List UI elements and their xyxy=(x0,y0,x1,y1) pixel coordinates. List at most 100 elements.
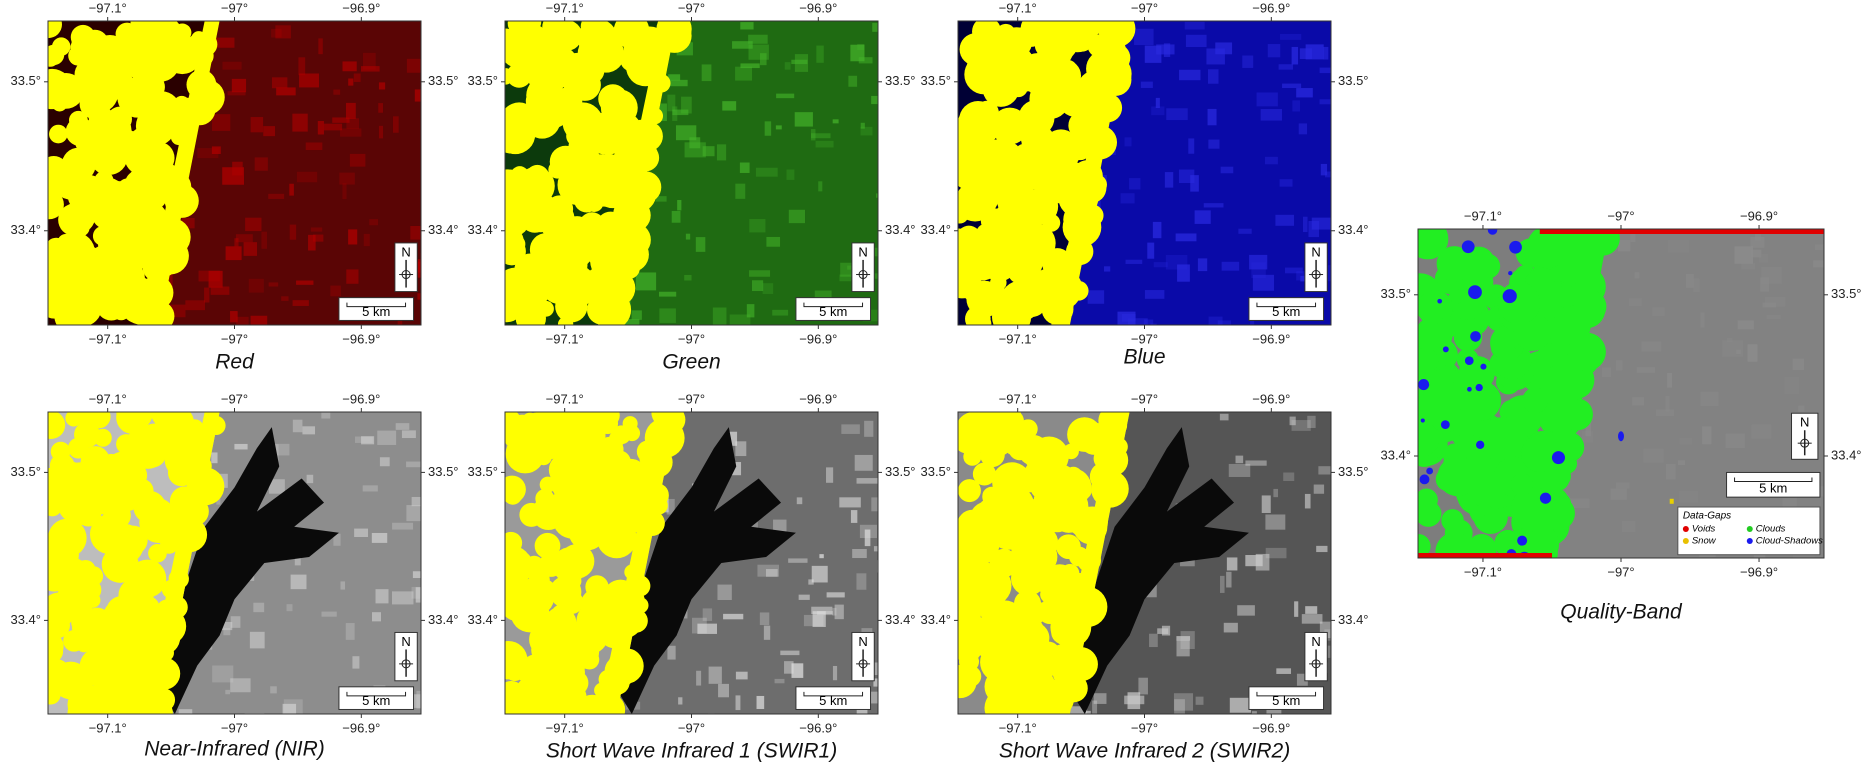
shadow-blob xyxy=(1441,420,1450,429)
legend-label: Clouds xyxy=(1756,524,1786,535)
texture xyxy=(749,270,770,277)
cloud-blob xyxy=(512,167,530,185)
texture xyxy=(1820,486,1831,496)
texture xyxy=(380,457,390,466)
texture xyxy=(1283,473,1294,481)
texture xyxy=(376,589,389,603)
texture xyxy=(1251,262,1265,278)
texture xyxy=(839,497,861,507)
figure: −97.1° −97.1° −97° −97° −96.9° −96.9° 33.5° 33.… xyxy=(0,0,1868,765)
lat-label-left: 33.4° xyxy=(10,612,41,627)
cloud-blob xyxy=(1020,602,1044,626)
cloud-blob xyxy=(47,534,74,561)
texture xyxy=(299,74,319,88)
texture xyxy=(1088,290,1104,304)
texture xyxy=(851,510,857,523)
texture xyxy=(1320,68,1341,73)
lon-label-bottom: −97.1° xyxy=(546,720,584,735)
texture xyxy=(322,612,337,617)
lat-label-right: 33.5° xyxy=(428,464,459,479)
texture xyxy=(826,467,833,482)
texture xyxy=(1292,47,1298,65)
lat-label-right: 33.5° xyxy=(1338,73,1369,88)
texture xyxy=(222,167,244,185)
lon-label-top: −97.1° xyxy=(999,391,1037,406)
texture xyxy=(1734,246,1753,264)
texture xyxy=(1736,350,1741,355)
shadow-blob xyxy=(1462,240,1475,253)
texture xyxy=(1748,344,1758,362)
texture xyxy=(756,168,778,177)
texture xyxy=(1643,449,1663,463)
texture xyxy=(1785,377,1799,394)
texture xyxy=(1224,623,1238,633)
texture xyxy=(861,123,865,129)
cloud-blob xyxy=(1511,473,1533,495)
lon-label-bottom: −97° xyxy=(221,720,248,735)
shadow-blob xyxy=(1509,241,1522,254)
texture xyxy=(735,67,752,81)
texture xyxy=(1236,456,1244,464)
texture xyxy=(290,225,296,240)
texture xyxy=(392,591,413,604)
texture xyxy=(816,46,823,63)
texture xyxy=(1266,548,1287,558)
texture xyxy=(696,671,701,686)
panel-title: Green xyxy=(662,351,720,374)
texture xyxy=(1195,210,1211,224)
texture xyxy=(1292,100,1300,111)
cloud-blob xyxy=(88,185,111,208)
cloud-blob xyxy=(94,429,112,447)
texture xyxy=(797,497,802,504)
legend-label: Voids xyxy=(1692,524,1716,535)
cloud-blob xyxy=(569,69,601,101)
texture xyxy=(763,283,774,294)
texture xyxy=(1323,47,1328,60)
texture xyxy=(766,569,778,577)
cloud-blob xyxy=(555,231,593,269)
texture xyxy=(752,280,763,291)
texture xyxy=(1166,108,1187,120)
texture xyxy=(818,181,822,191)
texture xyxy=(1237,605,1255,615)
texture xyxy=(263,126,275,136)
texture xyxy=(292,114,307,132)
texture xyxy=(1166,255,1188,270)
scale-label: 5 km xyxy=(819,693,847,708)
lat-label-left: 33.4° xyxy=(920,222,951,237)
texture xyxy=(827,592,845,597)
texture xyxy=(416,691,434,709)
texture xyxy=(185,300,205,310)
texture xyxy=(1765,297,1786,307)
texture xyxy=(1273,489,1278,497)
shadow-blob xyxy=(1421,418,1425,422)
texture xyxy=(251,117,263,132)
void-strip xyxy=(1418,553,1552,558)
cloud-blob xyxy=(500,102,538,140)
cloud-blob xyxy=(558,317,573,332)
lon-label-bottom: −96.9° xyxy=(1740,564,1778,579)
texture xyxy=(749,219,765,232)
texture xyxy=(392,523,413,530)
shadow-blob xyxy=(1552,451,1565,464)
lon-label-top: −96.9° xyxy=(799,0,837,15)
texture xyxy=(364,234,370,246)
cloud-blob xyxy=(597,518,637,558)
texture xyxy=(1611,489,1627,500)
texture xyxy=(1629,298,1642,306)
lon-label-bottom: −97° xyxy=(221,331,248,346)
shadow-blob xyxy=(1476,441,1484,449)
legend-swatch xyxy=(1683,538,1689,544)
cloud-blob xyxy=(948,195,968,215)
texture xyxy=(1679,491,1698,503)
texture xyxy=(1666,396,1670,411)
texture xyxy=(857,478,878,484)
shadow-blob xyxy=(1465,356,1474,365)
legend-swatch xyxy=(1747,526,1753,532)
cloud-blob xyxy=(529,569,550,590)
texture xyxy=(1680,438,1692,445)
texture xyxy=(287,604,293,611)
cloud-blob xyxy=(504,486,522,504)
cloud-blob xyxy=(1452,408,1481,437)
texture xyxy=(269,282,279,286)
